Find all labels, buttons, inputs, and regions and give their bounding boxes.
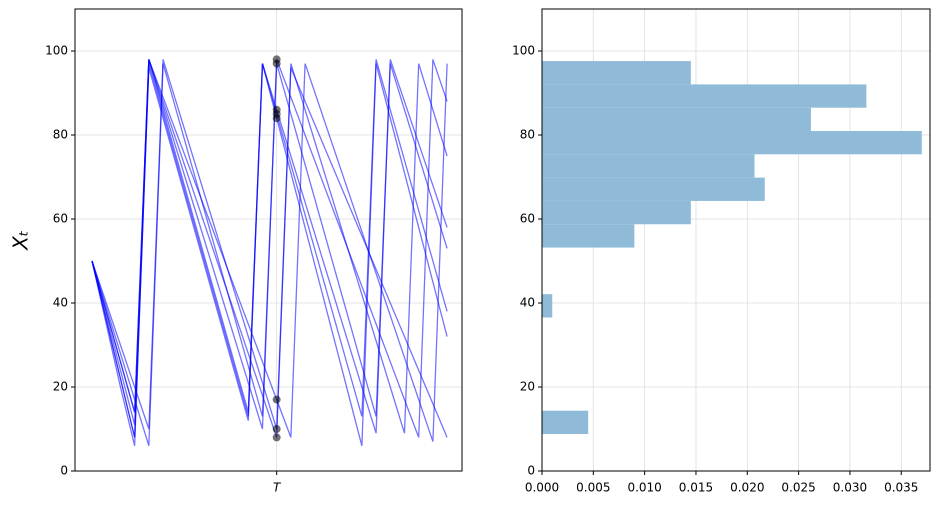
axes-frame <box>74 8 463 472</box>
histogram-bar <box>542 177 765 201</box>
histogram-bar <box>542 410 589 435</box>
y-tick-label: 40 <box>53 296 68 310</box>
plot-area <box>542 61 922 435</box>
value-at-t <box>272 114 281 123</box>
histogram-bar <box>542 200 691 225</box>
x-tick-label: 0.010 <box>627 481 661 495</box>
x-tick-label: 0.020 <box>730 481 764 495</box>
plot-area <box>91 55 448 446</box>
histogram-bar <box>542 294 553 318</box>
y-tick-label: 0 <box>60 464 68 478</box>
x-tick-label: 0.035 <box>884 481 918 495</box>
y-tick-label: 0 <box>527 464 535 478</box>
y-tick-label: 20 <box>520 380 535 394</box>
y-tick-label: 60 <box>53 212 68 226</box>
x-tick-label: 0.025 <box>781 481 815 495</box>
axes-frame <box>541 8 931 472</box>
y-tick-label: 60 <box>520 212 535 226</box>
y-tick-label: 80 <box>520 128 535 142</box>
y-tick-label: 100 <box>45 44 68 58</box>
histogram-bar <box>542 84 867 108</box>
histogram-bar <box>542 107 811 132</box>
x-tick-label: 0.015 <box>679 481 713 495</box>
y-tick-label: 40 <box>520 296 535 310</box>
histogram-bar <box>542 224 635 248</box>
y-tick-label: 80 <box>53 128 68 142</box>
histogram-bar <box>542 154 755 178</box>
x-tick-label: 0.005 <box>576 481 610 495</box>
x-tick-label: 0.030 <box>833 481 867 495</box>
x-tick-label: T <box>273 481 282 495</box>
histogram-bar <box>542 131 922 155</box>
x-tick-label: 0.000 <box>525 481 559 495</box>
histogram-bar <box>542 61 691 85</box>
value-at-t <box>272 433 281 442</box>
y-tick-label: 20 <box>53 380 68 394</box>
value-at-t <box>272 55 281 64</box>
y-axis-label: Xₜ <box>9 230 33 251</box>
y-tick-label: 100 <box>512 44 535 58</box>
series-line <box>91 59 448 442</box>
value-at-t <box>272 425 281 433</box>
value-at-t <box>272 105 281 114</box>
value-at-t <box>272 395 281 404</box>
